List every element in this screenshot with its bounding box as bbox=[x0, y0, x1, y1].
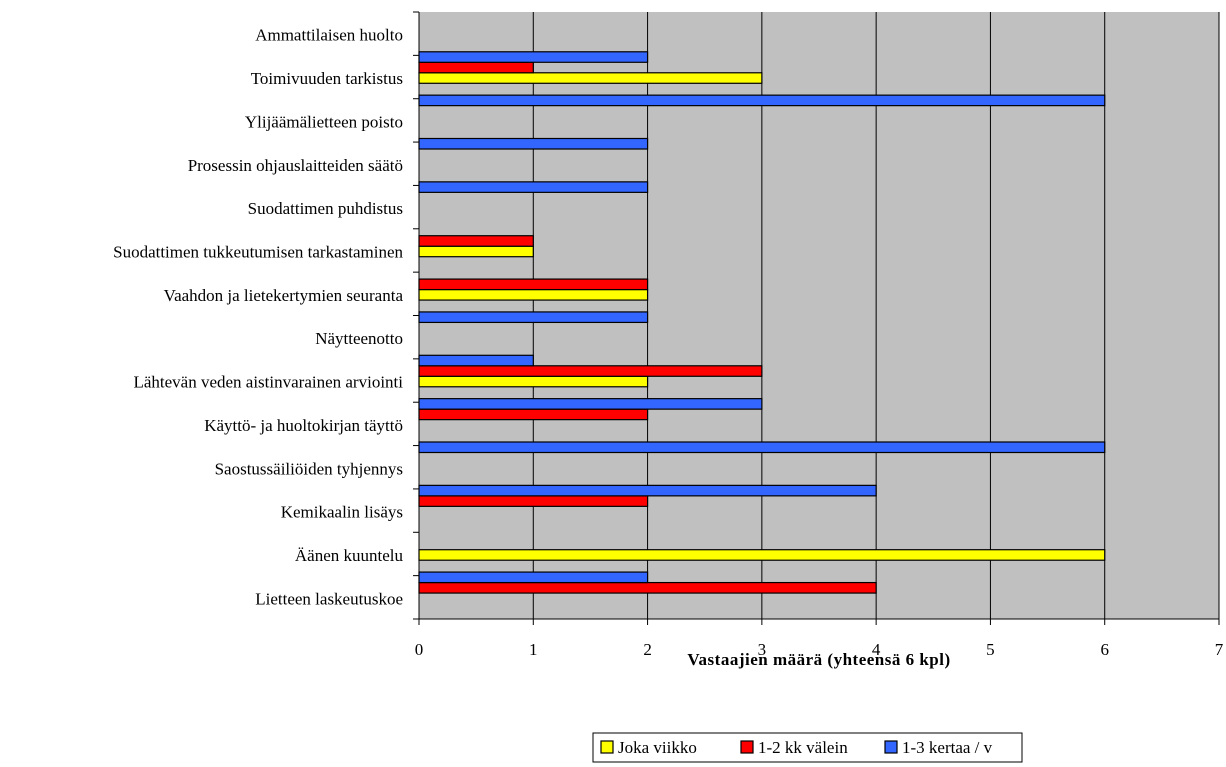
bar bbox=[418, 571, 649, 584]
x-tick-label: 7 bbox=[1215, 640, 1224, 659]
bar bbox=[418, 94, 1106, 107]
bar bbox=[418, 495, 649, 507]
bar bbox=[418, 408, 649, 421]
x-tick-label: 1 bbox=[529, 640, 538, 659]
category-label: Äänen kuuntelu bbox=[295, 546, 404, 565]
bar bbox=[418, 288, 649, 301]
category-label: Lietteen laskeutuskoe bbox=[255, 589, 403, 608]
category-label: Vaahdon ja lietekertymien seuranta bbox=[164, 286, 404, 305]
category-label: Suodattimen puhdistus bbox=[248, 199, 403, 218]
bar bbox=[418, 311, 649, 324]
bar bbox=[418, 441, 1106, 454]
bar bbox=[418, 51, 649, 63]
bar bbox=[418, 365, 763, 377]
category-label: Toimivuuden tarkistus bbox=[251, 69, 403, 88]
bars bbox=[418, 51, 1106, 594]
bar bbox=[418, 581, 877, 594]
legend-label: 1-3 kertaa / v bbox=[902, 738, 993, 757]
legend-box bbox=[592, 732, 1023, 763]
legend-label: Joka viikko bbox=[618, 738, 697, 757]
y-axis-ticks bbox=[413, 11, 419, 620]
bar bbox=[418, 61, 534, 74]
category-label: Lähtevän veden aistinvarainen arviointi bbox=[133, 373, 403, 392]
category-label: Suodattimen tukkeutumisen tarkastaminen bbox=[113, 242, 403, 261]
bar bbox=[418, 137, 649, 150]
category-label: Käyttö- ja huoltokirjan täyttö bbox=[204, 416, 403, 435]
x-axis-ticks bbox=[418, 619, 1220, 625]
bar bbox=[418, 278, 649, 291]
x-tick-label: 3 bbox=[758, 640, 767, 659]
category-labels: Lietteen laskeutuskoe Äänen kuuntelu Kemik… bbox=[113, 26, 403, 609]
bar bbox=[418, 72, 763, 84]
x-tick-label: 5 bbox=[986, 640, 995, 659]
bar bbox=[418, 484, 877, 497]
legend-swatch bbox=[600, 740, 614, 754]
category-label: Saostussäiliöiden tyhjennys bbox=[215, 459, 403, 478]
x-tick-label: 4 bbox=[872, 640, 881, 659]
bar bbox=[418, 181, 649, 193]
legend: Joka viikko 1-2 kk välein 1-3 kertaa / v bbox=[592, 732, 1023, 763]
x-tick-label: 2 bbox=[643, 640, 652, 659]
x-tick-labels: 0 1 2 3 4 5 6 7 bbox=[415, 640, 1224, 659]
bar bbox=[418, 398, 763, 410]
x-tick-label: 0 bbox=[415, 640, 424, 659]
category-label: Prosessin ohjauslaitteiden säätö bbox=[188, 156, 403, 175]
legend-swatch bbox=[740, 740, 754, 754]
bar bbox=[418, 235, 534, 247]
category-label: Ammattilaisen huolto bbox=[255, 26, 403, 45]
bar bbox=[418, 245, 534, 258]
category-label: Kemikaalin lisäys bbox=[281, 503, 403, 522]
x-axis-title: Vastaajien määrä (yhteensä 6 kpl) bbox=[687, 650, 950, 669]
legend-label: 1-2 kk välein bbox=[758, 738, 848, 757]
legend-swatch bbox=[884, 740, 898, 754]
bar bbox=[418, 354, 534, 367]
x-tick-label: 6 bbox=[1100, 640, 1109, 659]
bar bbox=[418, 549, 1106, 561]
category-label: Näytteenotto bbox=[315, 329, 403, 348]
category-label: Ylijäämälietteen poisto bbox=[245, 112, 403, 131]
bar bbox=[418, 375, 649, 388]
